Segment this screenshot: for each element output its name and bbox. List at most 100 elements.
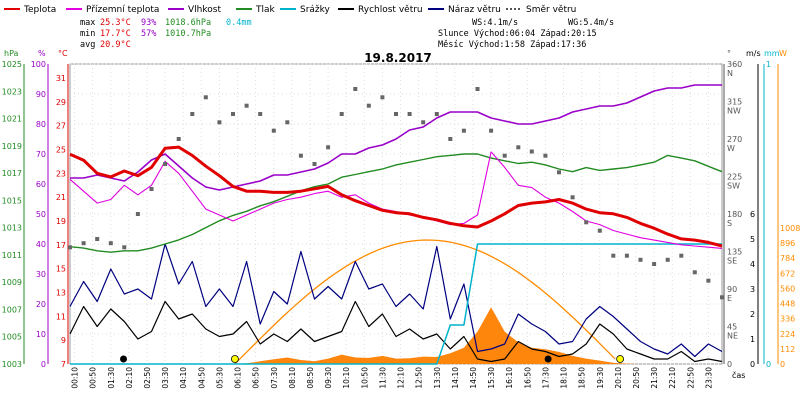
wind-direction-point xyxy=(529,149,534,154)
x-tick-label: 00:50 xyxy=(89,367,98,389)
hpa-tick-label: 1019 xyxy=(2,142,22,151)
stat-wind-gust: WG:5.4m/s xyxy=(568,18,614,28)
legend-label-pressure: Tlak xyxy=(255,5,276,15)
x-tick-label: 14:10 xyxy=(451,367,460,389)
ms-tick-label: 0 xyxy=(750,360,755,369)
wind-direction-point xyxy=(149,187,154,191)
direction-tick-label: 270 xyxy=(727,135,742,144)
wind-direction-point xyxy=(203,95,208,100)
wind-direction-point xyxy=(394,112,398,116)
wind-direction-point xyxy=(516,145,521,150)
wind-direction-point xyxy=(611,253,616,258)
wind-direction-point xyxy=(380,95,385,100)
statistics: max 25.3°C 93% 1018.6hPa 0.4mm min 17.7°… xyxy=(80,18,614,50)
celsius-tick-label: 25 xyxy=(56,146,66,155)
axis-unit-watts: W xyxy=(779,49,787,58)
wind-direction-point xyxy=(95,237,100,241)
hpa-tick-label: 1007 xyxy=(2,305,22,314)
legend-label-humidity: Vlhkost xyxy=(188,5,221,15)
legend-label-ground-temperature: Přízemní teplota xyxy=(86,5,159,15)
wind-direction-point xyxy=(720,295,724,300)
x-tick-label: 23:30 xyxy=(704,367,713,389)
wind-direction-point xyxy=(597,228,602,233)
hpa-tick-label: 1023 xyxy=(2,87,22,96)
axis-unit-mm: mm xyxy=(764,49,780,58)
legend: Teplota Přízemní teplota Vlhkost Tlak Sr… xyxy=(4,5,576,15)
x-tick-label: 09:30 xyxy=(324,367,333,389)
ms-tick-label: 4 xyxy=(750,260,755,269)
celsius-tick-label: 29 xyxy=(56,98,66,107)
direction-compass-label: SE xyxy=(727,257,737,266)
x-tick-label: 22:10 xyxy=(668,367,677,389)
direction-tick-label: 360 xyxy=(727,60,742,69)
x-tick-label: 02:50 xyxy=(143,367,152,389)
wind-direction-point xyxy=(176,137,181,141)
moonrise-marker xyxy=(120,355,128,363)
watts-tick-label: 0 xyxy=(780,360,785,369)
wind-direction-point xyxy=(135,212,140,216)
direction-compass-label: W xyxy=(727,144,735,153)
direction-tick-label: 45 xyxy=(727,323,737,332)
wind-direction-point xyxy=(108,241,113,246)
direction-compass-label: S xyxy=(727,219,732,228)
celsius-tick-label: 23 xyxy=(56,169,66,178)
axis-unit-ms: m/s xyxy=(746,49,761,58)
hpa-tick-label: 1015 xyxy=(2,196,22,205)
x-tick-label: 08:50 xyxy=(306,367,315,389)
x-tick-label: 12:10 xyxy=(397,367,406,389)
direction-compass-label: N xyxy=(727,69,733,78)
x-tick-label: 10:50 xyxy=(360,367,369,389)
hpa-tick-label: 1009 xyxy=(2,278,22,287)
x-tick-label: 18:50 xyxy=(578,367,587,389)
wind-direction-point xyxy=(489,128,494,133)
series-pressure xyxy=(69,153,723,253)
stat-min-humidity: 57% xyxy=(141,29,156,39)
axis-unit-hpa: hPa xyxy=(4,49,19,58)
series-humidity xyxy=(70,84,722,191)
x-tick-label: 06:10 xyxy=(234,367,243,389)
direction-compass-label: E xyxy=(727,294,732,303)
percent-tick-label: 90 xyxy=(36,90,46,99)
celsius-tick-label: 11 xyxy=(56,312,66,321)
sunrise-marker xyxy=(231,355,239,363)
wind-direction-point xyxy=(312,162,317,166)
wind-direction-point xyxy=(475,87,480,91)
wind-direction-point xyxy=(584,220,589,225)
wind-direction-point xyxy=(122,245,127,250)
watts-tick-label: 896 xyxy=(780,239,795,248)
stat-avg-label: avg xyxy=(80,40,95,50)
series-wind-gust xyxy=(69,243,723,358)
wind-direction-point xyxy=(244,103,249,108)
x-tick-label: 13:30 xyxy=(433,367,442,389)
watts-tick-label: 224 xyxy=(780,330,795,339)
x-tick-label: 20:10 xyxy=(614,367,623,389)
stat-max-rain: 0.4mm xyxy=(226,18,252,28)
stat-max-label: max xyxy=(80,18,95,28)
wind-direction-point xyxy=(502,153,507,158)
y-axes: 1025102310211019101710151013101110091007… xyxy=(2,60,800,369)
wind-direction-point xyxy=(366,103,371,108)
ms-tick-label: 5 xyxy=(750,235,755,244)
legend-label-wind-direction: Směr větru xyxy=(526,5,576,15)
x-tick-label: 10:10 xyxy=(342,367,351,389)
hpa-tick-label: 1005 xyxy=(2,333,22,342)
wind-direction-point xyxy=(557,170,561,175)
direction-tick-label: 225 xyxy=(727,173,742,182)
legend-label-wind-speed: Rychlost větru xyxy=(358,5,423,15)
percent-tick-label: 50 xyxy=(36,210,46,219)
x-tick-label: 18:10 xyxy=(560,367,569,389)
series-rain xyxy=(70,243,722,365)
stat-min-pressure: 1010.7hPa xyxy=(165,29,211,39)
wind-direction-point xyxy=(692,270,697,275)
series-temperature xyxy=(69,145,723,248)
wind-direction-point xyxy=(353,87,358,91)
celsius-tick-label: 17 xyxy=(56,241,66,250)
moonset-marker xyxy=(544,355,552,363)
x-tick-label: 20:50 xyxy=(632,367,641,389)
x-tick-label: 04:10 xyxy=(179,367,188,389)
direction-tick-label: 135 xyxy=(727,248,742,257)
direction-compass-label: NE xyxy=(727,332,738,341)
wind-direction-point xyxy=(434,112,439,116)
stat-min-label: min xyxy=(80,29,95,39)
